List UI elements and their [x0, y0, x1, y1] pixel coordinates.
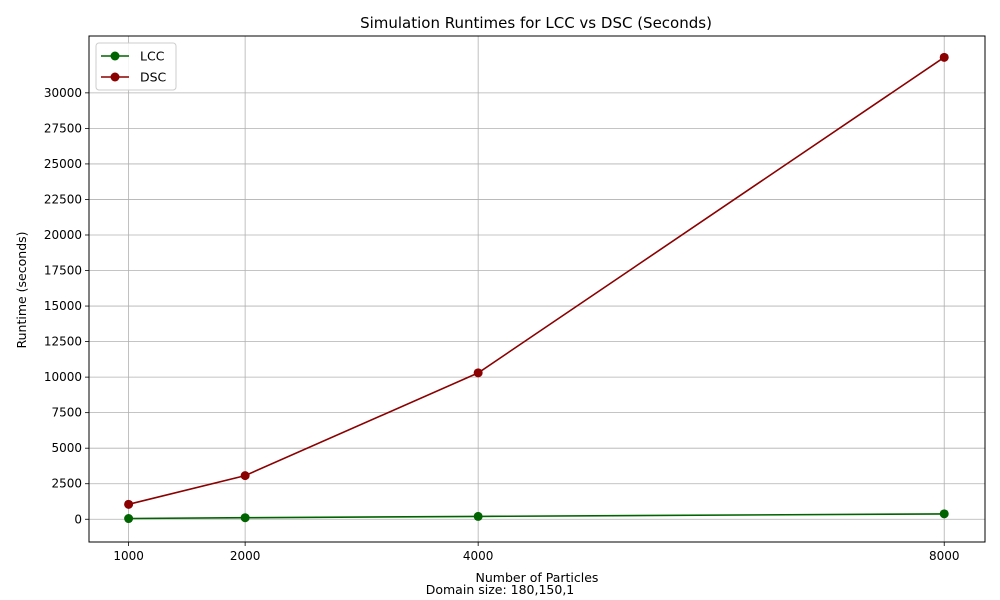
lcc-data-point	[473, 511, 483, 521]
dsc-series-line	[128, 56, 945, 506]
x-tick-label: 8000	[929, 549, 960, 563]
y-tick-label: 5000	[51, 441, 82, 455]
y-tick-label: 27500	[44, 121, 82, 135]
y-axis-label: Runtime (seconds)	[14, 231, 29, 348]
y-tick-label: 10000	[44, 370, 82, 384]
y-tick-label: 15000	[44, 299, 82, 313]
x-axis-label: Number of Particles	[476, 570, 599, 585]
legend-label-lcc: LCC	[140, 49, 165, 64]
y-tick-label: 7500	[51, 406, 82, 420]
lcc-data-point	[939, 509, 949, 519]
legend-marker-dsc	[110, 72, 120, 82]
y-tick-label: 17500	[44, 264, 82, 278]
lcc-data-point	[124, 514, 134, 524]
dsc-data-point	[939, 52, 949, 62]
footnote: Domain size: 180,150,1	[426, 582, 575, 597]
x-tick-label: 2000	[230, 549, 261, 563]
x-tick-label: 1000	[113, 549, 144, 563]
y-tick-label: 30000	[44, 86, 82, 100]
dsc-data-point	[240, 471, 250, 481]
y-tick-label: 0	[74, 512, 82, 526]
chart-title: Simulation Runtimes for LCC vs DSC (Seco…	[360, 14, 712, 32]
x-tick-label: 4000	[463, 549, 494, 563]
legend-label-dsc: DSC	[140, 70, 167, 85]
y-tick-label: 2500	[51, 477, 82, 491]
dsc-data-point	[124, 499, 134, 509]
y-tick-label: 20000	[44, 228, 82, 242]
y-tick-label: 25000	[44, 157, 82, 171]
plot-frame	[88, 35, 986, 543]
y-axis: 0 2500 5000 7500 10000 12500 15000 17500 20000 22…	[44, 86, 89, 526]
y-tick-label: 22500	[44, 192, 82, 206]
lcc-series-line	[128, 513, 945, 520]
y-tick-label: 12500	[44, 335, 82, 349]
legend-marker-lcc	[110, 51, 120, 61]
x-axis: 1000 2000 4000 8000	[113, 542, 959, 563]
grid	[89, 36, 985, 542]
dsc-data-point	[473, 368, 483, 378]
lcc-data-point	[240, 513, 250, 523]
legend: LCC DSC	[95, 42, 177, 91]
series-layer	[124, 52, 949, 524]
